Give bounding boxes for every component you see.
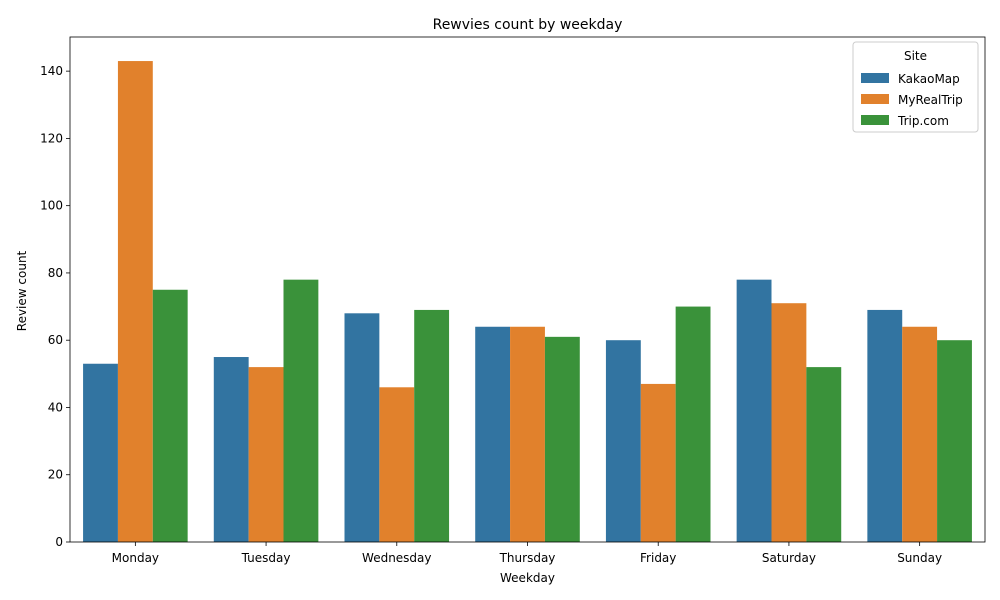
bar-trip-com-monday [152,289,188,542]
bar-myrealtrip-monday [117,61,153,543]
legend-swatch [861,94,889,104]
y-tick-label: 120 [40,131,63,145]
y-tick-label: 80 [48,266,63,280]
chart-title: Rewvies count by weekday [433,17,623,33]
legend-swatch [861,73,889,83]
x-tick-label: Wednesday [362,551,431,565]
bar-trip-com-thursday [544,336,580,542]
bar-kakaomap-tuesday [213,357,249,542]
x-tick-label: Monday [112,551,159,565]
y-axis-label: Review count [15,250,29,331]
legend: Site KakaoMap MyRealTrip Trip.com [852,41,979,133]
legend-label: KakaoMap [898,72,960,86]
bar-kakaomap-thursday [475,326,511,542]
bar-kakaomap-monday [83,363,118,542]
x-tick-label: Sunday [897,551,942,565]
bar-trip-com-wednesday [414,309,450,542]
y-tick-label: 40 [48,400,63,414]
x-axis-label: Weekday [500,571,555,585]
x-tick-label: Saturday [762,551,816,565]
legend-box [852,41,979,133]
y-tick-label: 100 [40,199,63,213]
bar-myrealtrip-thursday [510,326,545,542]
y-tick-label: 60 [48,333,63,347]
bar-myrealtrip-sunday [902,326,938,542]
bar-trip-com-tuesday [283,279,319,542]
x-tick-label: Friday [640,551,676,565]
bar-myrealtrip-wednesday [379,387,415,542]
bar-kakaomap-friday [605,340,641,542]
bar-kakaomap-wednesday [344,313,380,542]
x-tick-label: Thursday [499,551,556,565]
y-tick-label: 20 [48,468,63,482]
x-tick-label: Tuesday [241,551,291,565]
legend-swatch [861,115,889,125]
legend-label: Trip.com [897,114,949,128]
bar-myrealtrip-tuesday [248,367,284,542]
axes-group: 0 20 40 60 80 100 120 140 Monday Tuesday Wednesday… [40,36,986,565]
bars-group [83,61,972,543]
legend-label: MyRealTrip [898,93,963,107]
y-tick-label: 0 [55,535,63,549]
bar-trip-com-friday [675,306,711,542]
bar-kakaomap-sunday [867,309,903,542]
bar-kakaomap-saturday [736,279,772,542]
bar-myrealtrip-saturday [771,303,807,542]
bar-trip-com-sunday [937,340,972,542]
legend-title: Site [904,49,927,63]
bar-trip-com-saturday [806,367,842,542]
bar-myrealtrip-friday [640,383,676,542]
y-tick-label: 140 [40,64,63,78]
